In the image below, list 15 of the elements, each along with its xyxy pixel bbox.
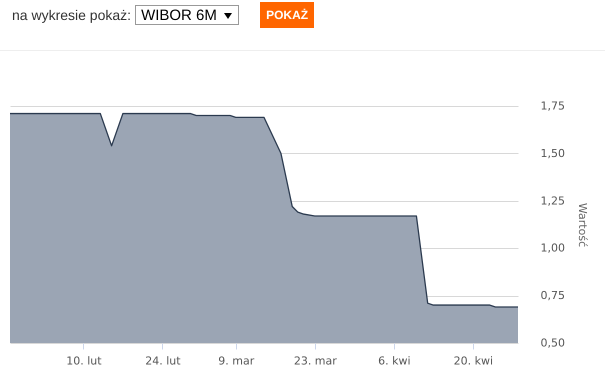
y-tick-label: 0,75 (540, 289, 565, 302)
x-tick-label: 9. mar (218, 354, 255, 368)
x-tick-label: 23. mar (294, 354, 338, 368)
x-tick-label: 24. lut (145, 354, 182, 368)
x-tick-label: 20. kwi (454, 354, 494, 368)
dropdown[interactable]: WIBOR 6M (135, 5, 240, 25)
y-tick-label: 0,50 (540, 336, 565, 350)
y-tick-label: 1,25 (540, 194, 565, 208)
x-tick-label: 6. kwi (378, 354, 411, 368)
y-tick-label: 1,50 (540, 146, 565, 160)
y-tick-label: 1,75 (540, 100, 565, 112)
text: na wykresie pokaż: (12, 7, 132, 23)
y-axis-title: Wartość (576, 202, 589, 248)
x-tick-label: 10. lut (66, 354, 102, 368)
y-tick-label: 1,00 (540, 242, 565, 255)
